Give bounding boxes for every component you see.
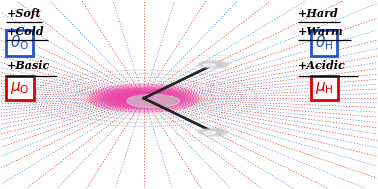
Ellipse shape — [108, 89, 179, 107]
Ellipse shape — [204, 62, 223, 67]
Ellipse shape — [203, 62, 225, 67]
Ellipse shape — [207, 63, 220, 66]
Ellipse shape — [203, 129, 225, 135]
Ellipse shape — [136, 96, 151, 100]
Ellipse shape — [117, 91, 170, 105]
Ellipse shape — [199, 129, 228, 136]
Text: +Soft: +Soft — [6, 8, 41, 19]
Ellipse shape — [204, 131, 216, 134]
Ellipse shape — [133, 96, 154, 101]
Ellipse shape — [204, 130, 223, 134]
Ellipse shape — [209, 131, 218, 133]
Text: +Hard: +Hard — [298, 8, 339, 19]
Ellipse shape — [103, 88, 184, 108]
Ellipse shape — [128, 94, 160, 102]
Ellipse shape — [207, 130, 220, 134]
Ellipse shape — [201, 129, 226, 135]
Ellipse shape — [89, 85, 198, 112]
Ellipse shape — [114, 91, 174, 106]
Ellipse shape — [106, 89, 182, 108]
Ellipse shape — [95, 86, 193, 111]
Ellipse shape — [212, 64, 215, 65]
Text: $\mu_{\rm O}$: $\mu_{\rm O}$ — [10, 80, 30, 96]
Ellipse shape — [198, 128, 229, 136]
Ellipse shape — [125, 94, 162, 103]
Ellipse shape — [131, 95, 157, 101]
Ellipse shape — [139, 97, 149, 99]
Text: +Acidic: +Acidic — [298, 60, 346, 71]
Ellipse shape — [199, 61, 228, 68]
Ellipse shape — [198, 60, 229, 68]
Text: +Warm: +Warm — [298, 26, 344, 37]
Ellipse shape — [120, 92, 168, 104]
Ellipse shape — [204, 64, 216, 67]
Ellipse shape — [206, 63, 222, 67]
Ellipse shape — [211, 64, 217, 65]
Ellipse shape — [211, 131, 217, 133]
Ellipse shape — [201, 61, 226, 68]
Text: +Basic: +Basic — [6, 60, 50, 71]
Ellipse shape — [100, 88, 187, 109]
Ellipse shape — [122, 93, 165, 104]
Text: $\theta_{\rm O}$: $\theta_{\rm O}$ — [10, 34, 29, 52]
Text: $\theta_{\rm H}$: $\theta_{\rm H}$ — [315, 34, 333, 52]
Ellipse shape — [209, 63, 218, 66]
Ellipse shape — [206, 130, 222, 134]
Ellipse shape — [112, 90, 176, 106]
Ellipse shape — [98, 87, 190, 110]
Ellipse shape — [142, 98, 146, 99]
Ellipse shape — [92, 85, 196, 111]
Ellipse shape — [127, 94, 180, 108]
Text: +Cold: +Cold — [6, 26, 44, 37]
Text: $\mu_{\rm H}$: $\mu_{\rm H}$ — [315, 80, 334, 96]
